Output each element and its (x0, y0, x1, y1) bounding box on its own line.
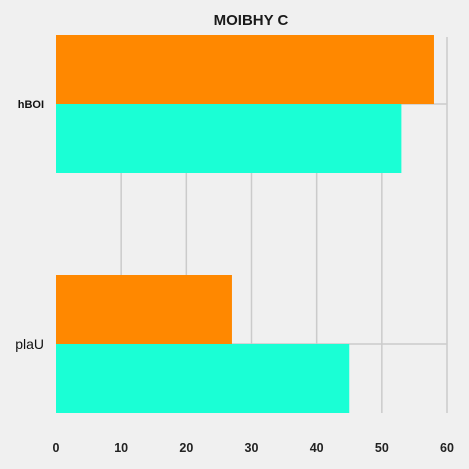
x-tick-label-50: 50 (375, 441, 389, 455)
x-tick-label-0: 0 (53, 441, 60, 455)
x-tick-label-10: 10 (114, 441, 128, 455)
category-label-plaU: plaU (15, 336, 44, 352)
x-tick-label-60: 60 (440, 441, 454, 455)
x-tick-label-20: 20 (179, 441, 193, 455)
x-tick-labels: 0 10 20 30 40 50 60 (53, 441, 454, 455)
chart-title: MOIBHY C (214, 12, 289, 29)
category-labels: hBOI plaU (15, 99, 44, 352)
category-label-hBOI: hBOI (18, 99, 44, 111)
bar-hBOI-series-1 (56, 35, 434, 104)
x-tick-label-40: 40 (310, 441, 324, 455)
bars (56, 35, 434, 413)
bar-hBOI-series-2 (56, 104, 402, 173)
bar-plaU-series-2 (56, 344, 350, 413)
bar-plaU-series-1 (56, 275, 232, 344)
x-tick-label-30: 30 (245, 441, 259, 455)
